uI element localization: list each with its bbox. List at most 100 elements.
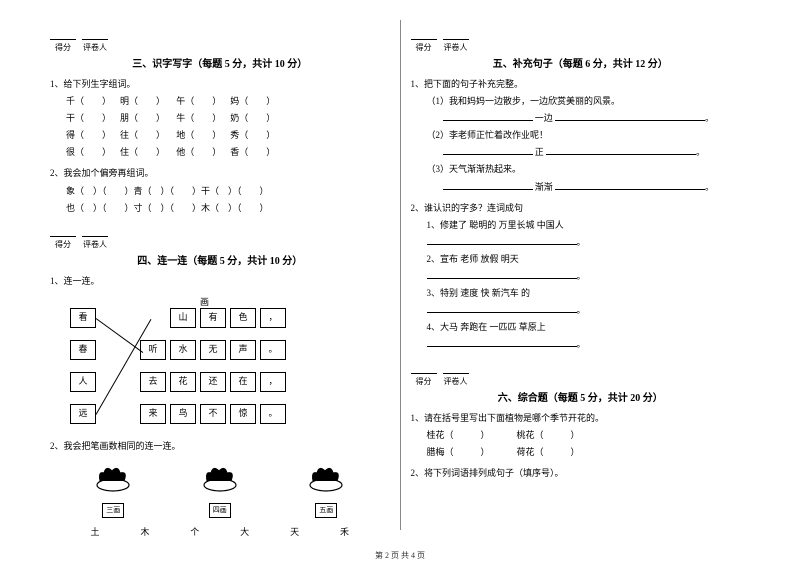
flower-label: 三画 [102,503,124,518]
q3-2-line: 象（ ）（ ）青（ ）（ ）干（ ）（ ） [50,183,390,200]
q5-1: 1、把下面的句子补充完整。 （1）我和妈妈一边散步，一边欣赏美丽的风景。 一边 … [411,76,751,196]
score-box [411,26,751,40]
plant-name: 腊梅 [427,447,445,457]
flower-row: 三画 四画 五画 [60,461,380,518]
right-column: 得分 评卷人 五、补充句子（每题 6 分，共计 12 分） 1、把下面的句子补充… [401,20,761,530]
q5-1-item: （1）我和妈妈一边散步，一边欣赏美丽的风景。 一边 。 [411,93,751,127]
grid-box: 鸟 [170,404,196,424]
char-item: 天 [290,524,299,541]
flower-item: 五画 [296,461,356,518]
grid-box: 在 [230,372,256,392]
grader-label: 评卷人 [443,40,469,53]
q5-2-text: 3、特别 速度 快 新汽车 的 [427,285,751,302]
q3-2-prompt: 2、我会加个偏旁再组词。 [50,165,390,182]
grader-label: 评卷人 [82,40,108,53]
q4-2-prompt: 2、我会把笔画数相同的连一连。 [50,438,390,455]
plant-name: 桃花 [517,430,535,440]
q5-2-text: 4、大马 奔跑在 一匹匹 草原上 [427,319,751,336]
grid-box: ， [260,372,286,392]
grid-box: 花 [170,372,196,392]
grid-box: 来 [140,404,166,424]
q5-2-prompt: 2、谁认识的字多？连词成句 [411,200,751,217]
q5-1-item: （3）天气渐渐热起来。 渐渐 。 [411,161,751,195]
grid-box: 山 [170,308,196,328]
score-labels: 得分 评卷人 [411,374,751,387]
q5-1-prompt: 1、把下面的句子补充完整。 [411,76,751,93]
q3-2-line: 也（ ）（ ）寸（ ）（ ）木（ ）（ ） [50,200,390,217]
grid-box: ， [260,308,286,328]
page-container: 得分 评卷人 三、识字写字（每题 5 分，共计 10 分） 1、给下列生字组词。… [0,0,800,540]
q5-1-item: （2）李老师正忙着改作业呢！ 正 。 [411,127,751,161]
score-label: 得分 [50,40,76,53]
flower-icon [301,461,351,495]
q3-1-line: 得（ ） 往（ ） 地（ ） 秀（ ） [50,127,390,144]
blank [555,111,705,121]
q6-1: 1、请在括号里写出下面植物是哪个季节开花的。 桂花（ ） 桃花（ ） 腊梅（ ）… [411,410,751,461]
char-item: 个 [190,524,199,541]
char-item: 大 [240,524,249,541]
char-item: 禾 [340,524,349,541]
flower-icon [88,461,138,495]
blank [443,180,533,190]
left-box: 人 [70,372,96,392]
q3-2: 2、我会加个偏旁再组词。 象（ ）（ ）青（ ）（ ）干（ ）（ ） 也（ ）（… [50,165,390,216]
plant-row: 腊梅（ ） 荷花（ ） [411,444,751,461]
grader-label: 评卷人 [443,374,469,387]
char-row: 土 木 个 大 天 禾 [70,524,370,541]
blank [555,180,705,190]
grid-box: 色 [230,308,256,328]
q3-1-line: 千（ ） 明（ ） 午（ ） 妈（ ） [50,93,390,110]
q5-2-text: 1、修建了 聪明的 万里长城 中国人 [427,217,751,234]
grid-box: 。 [260,404,286,424]
score-labels: 得分 评卷人 [50,237,390,250]
q5-2: 2、谁认识的字多？连词成句 1、修建了 聪明的 万里长城 中国人 。 2、宣布 … [411,200,751,354]
blank [427,337,577,347]
grid-box: 看 [70,308,96,328]
score-box [50,26,390,40]
connect-diagram: 画 近 春 人 远 看 山 有 色 ， 听 水 无 声 。 去 花 还 [70,294,350,434]
q5-2-item: 1、修建了 聪明的 万里长城 中国人 。 [411,217,751,251]
grid-box: 。 [260,340,286,360]
fill-label: 正 [535,147,544,157]
flower-icon [195,461,245,495]
grader-label: 评卷人 [82,237,108,250]
grader-cell [82,223,108,237]
left-box: 远 [70,404,96,424]
flower-item: 四画 [190,461,250,518]
q5-2-item: 4、大马 奔跑在 一匹匹 草原上 。 [411,319,751,353]
grid-box: 去 [140,372,166,392]
q5-2-text: 2、宣布 老师 放假 明天 [427,251,751,268]
grader-cell [443,360,469,374]
score-box [50,223,390,237]
q5-1-text: （2）李老师正忙着改作业呢！ [427,127,751,144]
blank [427,269,577,279]
q3-1: 1、给下列生字组词。 千（ ） 明（ ） 午（ ） 妈（ ） 干（ ） 朋（ ）… [50,76,390,161]
blank [443,111,533,121]
q3-1-line: 很（ ） 住（ ） 他（ ） 香（ ） [50,144,390,161]
score-cell [50,223,76,237]
fill-label: 一边 [535,113,553,123]
grid-box: 有 [200,308,226,328]
grid-box: 惊 [230,404,256,424]
section-3-title: 三、识字写字（每题 5 分，共计 10 分） [50,55,390,70]
char-item: 木 [140,524,149,541]
section-6-title: 六、综合题（每题 5 分，共计 20 分） [411,389,751,404]
score-label: 得分 [411,40,437,53]
grader-cell [82,26,108,40]
grid-box: 水 [170,340,196,360]
flower-label: 四画 [209,503,231,518]
q3-1-prompt: 1、给下列生字组词。 [50,76,390,93]
blank [427,303,577,313]
left-column: 得分 评卷人 三、识字写字（每题 5 分，共计 10 分） 1、给下列生字组词。… [40,20,401,530]
grid-box: 不 [200,404,226,424]
blank [427,235,577,245]
score-label: 得分 [50,237,76,250]
plant-name: 荷花 [517,447,535,457]
plant-name: 桂花 [427,430,445,440]
flower-label: 五画 [315,503,337,518]
grid-box: 无 [200,340,226,360]
q4-2: 2、我会把笔画数相同的连一连。 三画 四画 [50,438,390,542]
connect-line [96,319,152,415]
connect-line [96,318,144,353]
flower-item: 三画 [83,461,143,518]
